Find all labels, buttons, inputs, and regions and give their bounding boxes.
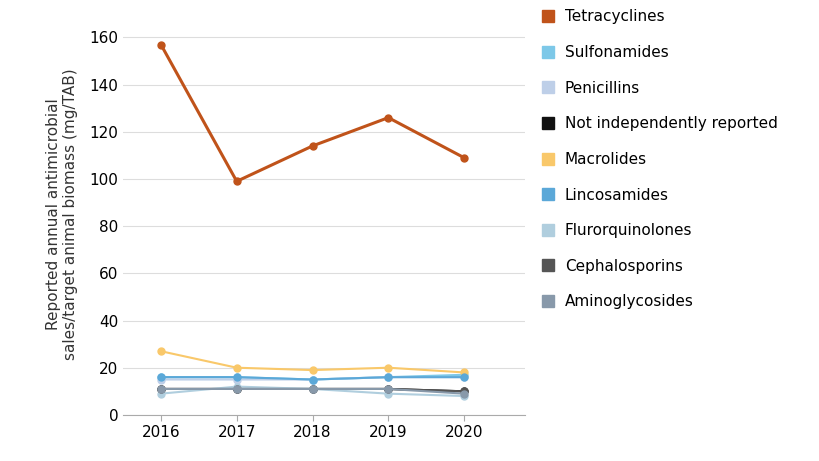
Y-axis label: Reported annual antimicrobial
sales/target animal biomass (mg/TAB): Reported annual antimicrobial sales/targ…: [46, 69, 78, 360]
Legend: Tetracyclines, Sulfonamides, Penicillins, Not independently reported, Macrolides: Tetracyclines, Sulfonamides, Penicillins…: [540, 9, 777, 309]
